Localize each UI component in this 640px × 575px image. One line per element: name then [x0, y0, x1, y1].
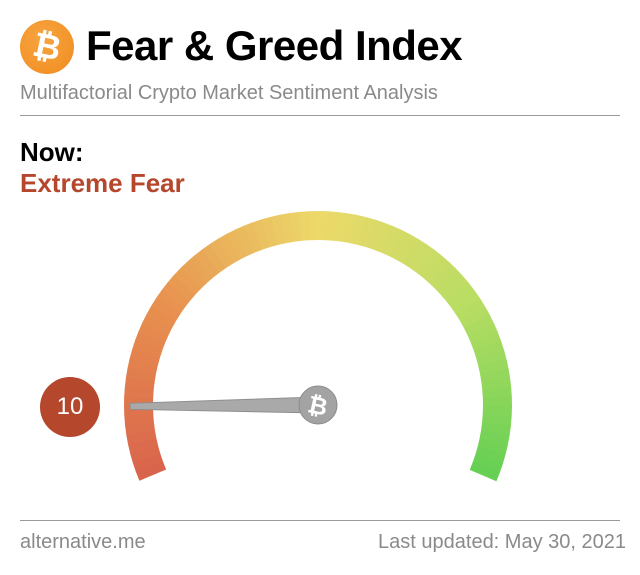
gauge-arc-segment [482, 414, 512, 426]
gauge-arc-segment [470, 331, 502, 351]
page-subtitle: Multifactorial Crypto Market Sentiment A… [20, 82, 438, 104]
gauge-arc-segment [289, 211, 303, 242]
gauge-arc-segment [187, 255, 214, 284]
gauge-arc-segment [381, 225, 402, 257]
gauge-arc-segment [410, 243, 435, 273]
gauge-arc-segment [318, 211, 329, 241]
gauge-arc-segment [459, 306, 490, 329]
gauge-arc-segment [480, 422, 511, 436]
gauge-arc-segment [261, 216, 279, 248]
gauge-arc-segment [480, 368, 511, 383]
gauge-arc-segment [173, 267, 202, 295]
gauge-arc-segment [124, 386, 154, 399]
gauge-arc-segment [475, 446, 506, 464]
footer-divider [20, 520, 620, 521]
gauge-arc-segment [180, 261, 208, 289]
gauge-arc-segment [201, 243, 227, 273]
gauge-arc-segment [125, 421, 155, 435]
gauge-arc-segment [435, 268, 463, 295]
gauge-arc-segment [234, 225, 255, 256]
gauge-arc-segment [167, 274, 196, 301]
gauge-arc-segment [403, 238, 427, 269]
gauge-arc-segment [130, 445, 161, 463]
gauge-arc-segment [445, 282, 475, 308]
gauge-arc-segment [308, 211, 319, 241]
gauge-arc-segment [243, 222, 263, 253]
gauge-arc-segment [129, 349, 160, 366]
gauge-arc-segment [455, 297, 486, 322]
gauge-arc-segment [138, 322, 169, 343]
gauge-arc-segment [473, 340, 505, 359]
gauge-needle [129, 396, 319, 414]
gauge-arc-segment [326, 211, 338, 241]
classification-label: Extreme Fear [20, 168, 185, 198]
gauge-arc-segment [396, 234, 419, 264]
now-label: Now: [20, 137, 84, 167]
gauge-arc-segment [124, 413, 154, 426]
gauge-arc-segment [151, 297, 181, 321]
page-title: Fear & Greed Index [86, 22, 463, 69]
gauge-arc-segment [467, 322, 498, 344]
value-badge: 10 [40, 377, 100, 437]
gauge-arc-segment [146, 305, 177, 328]
gauge-arc-segment [142, 313, 173, 336]
gauge-arc-segment [429, 261, 456, 290]
gauge-arc-segment [161, 282, 191, 308]
gauge-arc-segment [463, 314, 494, 336]
gauge-arc-segment [373, 222, 393, 253]
gauge-arc-segment [476, 349, 507, 367]
gauge-arc-segment [469, 461, 501, 482]
gauge-arc-segment [252, 219, 271, 250]
gauge-arc-segment [482, 387, 512, 399]
gauge-arc-segment [194, 249, 220, 278]
gauge-arc-segment [472, 454, 504, 473]
gauge-arc-segment [134, 331, 166, 351]
gauge-arc-segment [298, 211, 311, 241]
gauge-arc-segment [342, 213, 357, 244]
gauge-arc-segment [127, 358, 158, 374]
gauge-arc-segment [440, 275, 469, 302]
gauge-arc-segment [478, 358, 509, 375]
gauge-arc-segment [127, 438, 159, 454]
gauge-arc-segment [358, 216, 376, 248]
gauge-arc-segment [423, 255, 450, 284]
gauge-arc-segment [132, 340, 163, 358]
gauge-arc-segment [156, 289, 186, 314]
gauge-arc-segment [482, 406, 512, 417]
gauge-arc-segment [366, 219, 385, 250]
gauge-arc-segment [226, 229, 248, 260]
gauge-arc-segment [350, 214, 366, 246]
divider [20, 115, 620, 116]
gauge-arc-segment [125, 367, 157, 382]
gauge-arc-segment [416, 249, 442, 279]
source-link[interactable]: alternative.me [20, 531, 146, 553]
gauge-arc-segment [477, 438, 508, 455]
gauge-arc-segment [482, 396, 512, 407]
gauge-arc-segment [481, 377, 512, 391]
gauge-arc-segment [132, 453, 164, 472]
gauge-arc-segment [479, 430, 510, 445]
gauge-arc-segment [334, 211, 348, 242]
gauge-arc-segment [450, 290, 481, 315]
last-updated: Last updated: May 30, 2021 [378, 531, 626, 553]
needle-hub [298, 385, 338, 425]
gauge-arc-segment [270, 214, 287, 245]
gauge-arc-segment [217, 233, 241, 264]
gauge-arc-segment [209, 238, 234, 269]
bitcoin-logo-icon: ₿ [20, 20, 74, 74]
gauge-arc-segment [135, 461, 167, 481]
gauge-arc-segment [388, 229, 411, 260]
